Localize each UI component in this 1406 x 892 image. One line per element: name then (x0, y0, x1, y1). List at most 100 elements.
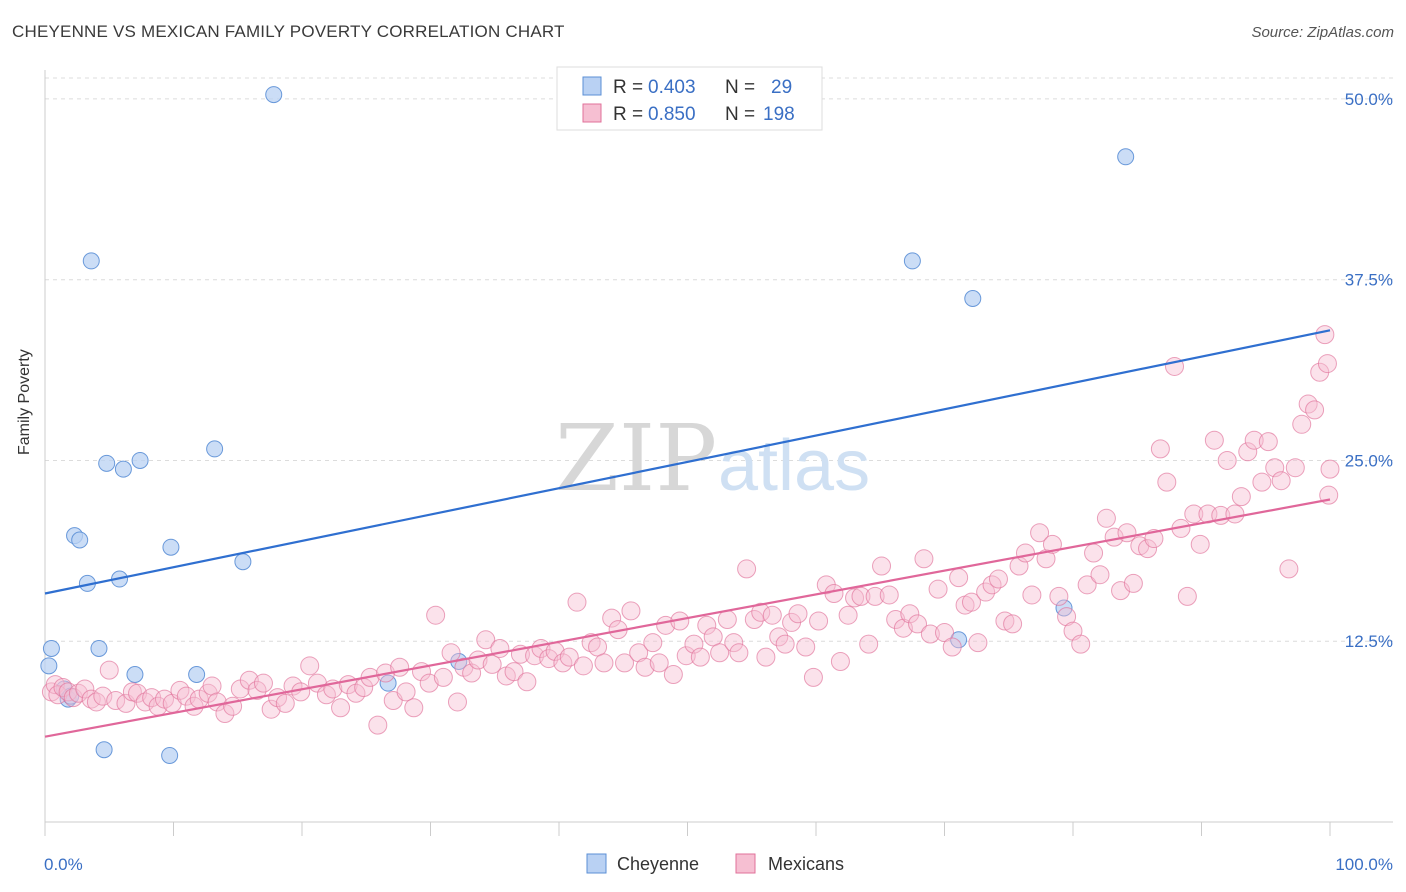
mexicans-point (775, 634, 795, 654)
mexicans-point (426, 605, 446, 625)
mexicans-point (1071, 634, 1091, 654)
cheyenne-point (114, 460, 132, 478)
mexicans-point (404, 698, 424, 718)
legend-cheyenne-swatch (586, 853, 607, 874)
cheyenne-point (188, 665, 206, 683)
mexicans-point (1204, 430, 1224, 450)
mexicans-point (275, 693, 295, 713)
mexicans-swatch (582, 103, 602, 123)
mexicans-point (737, 559, 757, 579)
mexicans-point (756, 647, 776, 667)
mexicans-point (663, 664, 683, 684)
mexicans-point (1150, 439, 1170, 459)
mexicans-point (824, 584, 844, 604)
mexicans-point (635, 657, 655, 677)
y-tick-label: 37.5% (1345, 271, 1393, 290)
mexicans-point (968, 633, 988, 653)
mexicans-point (872, 556, 892, 576)
cheyenne-point (265, 86, 283, 104)
mexicans-point (1084, 543, 1104, 563)
mexicans-point (838, 605, 858, 625)
cheyenne-point (206, 440, 224, 458)
cheyenne-point (234, 553, 252, 571)
mexicans-point (1184, 504, 1204, 524)
mexicans-point (1244, 430, 1264, 450)
mexicans-point (291, 682, 311, 702)
axes (44, 70, 1393, 836)
mexicans-point (517, 672, 537, 692)
mexicans-point (176, 686, 196, 706)
mexicans-r-value: 0.850 (648, 104, 696, 125)
mexicans-point (261, 699, 281, 719)
mexicans-point (920, 624, 940, 644)
mexicans-point (729, 643, 749, 663)
mexicans-point (1003, 614, 1023, 634)
mexicans-point (239, 670, 259, 690)
mexicans-point (845, 588, 865, 608)
mexicans-point (988, 569, 1008, 589)
mexicans-point (1285, 458, 1305, 478)
cheyenne-point (95, 741, 113, 759)
mexicans-point (928, 579, 948, 599)
cheyenne-point (131, 451, 149, 469)
series-legend: Cheyenne Mexicans (586, 853, 844, 874)
mexicans-point (300, 656, 320, 676)
mexicans-point (893, 618, 913, 638)
mexicans-point (676, 646, 696, 666)
mexicans-point (1317, 354, 1337, 374)
mexicans-point (476, 630, 496, 650)
mexicans-point (331, 698, 351, 718)
trend-lines (44, 329, 1331, 738)
mexicans-point (1258, 432, 1278, 452)
cheyenne-point (71, 531, 89, 549)
mexicans-point (1279, 559, 1299, 579)
cheyenne-point (90, 639, 108, 657)
cheyenne-point (42, 639, 60, 657)
mexicans-point (710, 643, 730, 663)
mexicans-point (643, 633, 663, 653)
mexicans-point (942, 637, 962, 657)
mexicans-point (81, 689, 101, 709)
mexicans-point (908, 614, 928, 634)
mexicans-point (1015, 543, 1035, 563)
mexicans-point (1057, 607, 1077, 627)
mexicans-point (1271, 471, 1291, 491)
mexicans-point (1036, 549, 1056, 569)
mexicans-point (995, 611, 1015, 631)
mexicans-point (1315, 325, 1335, 345)
mexicans-point (961, 592, 981, 612)
mexicans-point (1123, 573, 1143, 593)
mexicans-point (751, 602, 771, 622)
mexicans-r-label: R = (613, 104, 643, 125)
mexicans-point (1022, 585, 1042, 605)
cheyenne-point (1117, 148, 1135, 166)
mexicans-point (99, 660, 119, 680)
mexicans-point (1090, 565, 1110, 585)
mexicans-point (1238, 442, 1258, 462)
mexicans-point (93, 686, 113, 706)
mexicans-point (914, 549, 934, 569)
mexicans-point (1217, 450, 1237, 470)
x-tick-label: 100.0% (1335, 855, 1393, 874)
mexicans-point (1138, 539, 1158, 559)
y-tick-label: 25.0% (1345, 451, 1393, 470)
mexicans-point (1096, 508, 1116, 528)
mexicans-point (573, 656, 593, 676)
mexicans-point (1292, 414, 1312, 434)
mexicans-point (717, 610, 737, 630)
mexicans-point (602, 608, 622, 628)
mexicans-point (1144, 529, 1164, 549)
mexicans-point (1252, 472, 1272, 492)
mexicans-point (1177, 586, 1197, 606)
mexicans-point (649, 653, 669, 673)
mexicans-point (796, 637, 816, 657)
cheyenne-point (126, 665, 144, 683)
legend-cheyenne-label: Cheyenne (617, 854, 699, 874)
mexicans-point (697, 615, 717, 635)
mexicans-point (253, 673, 273, 693)
cheyenne-point (964, 289, 982, 307)
mexicans-point (976, 582, 996, 602)
mexicans-point (247, 680, 267, 700)
mexicans-point (433, 667, 453, 687)
